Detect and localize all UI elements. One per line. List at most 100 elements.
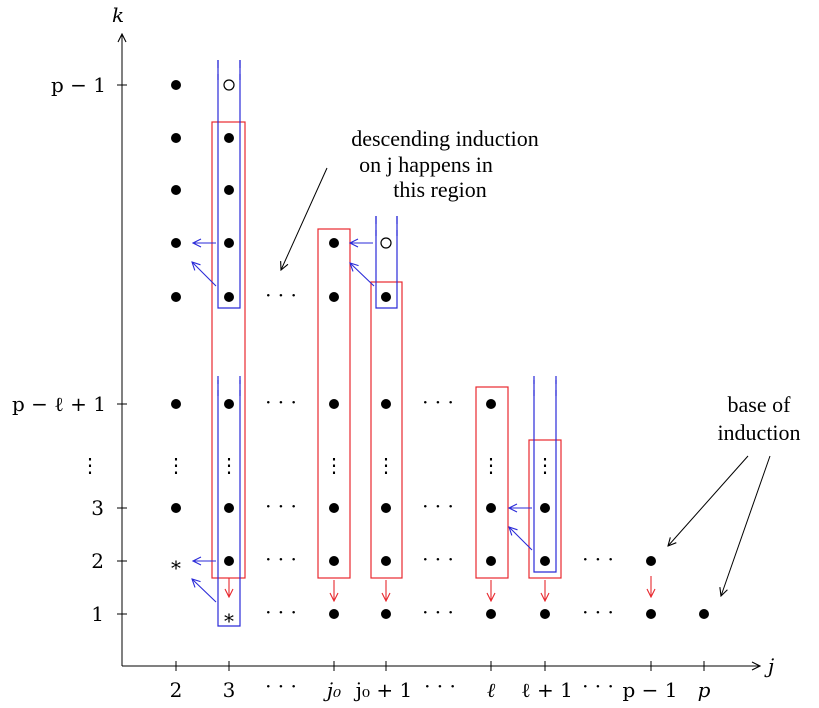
x-tick-label: ℓ + 1 [521, 678, 573, 702]
hdots: · · · [422, 390, 454, 414]
note-line: on j happens in [359, 152, 493, 177]
x-axis-label: j [764, 654, 774, 678]
dot [224, 238, 234, 248]
dot [540, 556, 550, 566]
red-box-colj0p1 [370, 281, 403, 579]
dot [381, 556, 391, 566]
dot [224, 399, 234, 409]
red-arrows [229, 576, 651, 601]
dot [329, 238, 339, 248]
dot [486, 399, 496, 409]
dot [646, 556, 656, 566]
hdots: · · · [422, 600, 454, 624]
y-tick-label: 2 [91, 549, 104, 573]
blue-arrow [509, 527, 533, 551]
note-line: descending induction [351, 126, 539, 151]
blue-box-colj0p1 [375, 216, 398, 309]
x-tick-label: · · · [424, 674, 456, 698]
x-tick-label: j₀ + 1 [354, 678, 412, 702]
hdots: · · · [265, 390, 297, 414]
dot [171, 399, 181, 409]
dot [171, 185, 181, 195]
dot [329, 609, 339, 619]
dot [699, 609, 709, 619]
x-tick-label: 2 [170, 678, 183, 702]
dot [171, 133, 181, 143]
x-tick-label: · · · [265, 674, 297, 698]
vdots: ⋮ [376, 453, 396, 477]
hollow-dot [380, 237, 392, 249]
dot [381, 609, 391, 619]
red-box-colj0 [317, 228, 351, 579]
star-symbols: * * [171, 556, 234, 633]
blue-arrow [350, 263, 375, 287]
dot [486, 503, 496, 513]
x-tick-label: ℓ [487, 678, 496, 702]
blue-box-col3-lower [217, 380, 241, 627]
y-tick-labels: 1 2 3 ⋮ p − ℓ + 1 p − 1 [12, 73, 106, 626]
base-arrow [721, 455, 771, 596]
y-axis-label: k [112, 3, 124, 27]
note-line: base of [728, 392, 792, 417]
dot [171, 80, 181, 90]
x-tick-labels: 2 3 · · · j₀ j₀ + 1 · · · ℓ ℓ + 1 · · · … [170, 674, 711, 702]
hdots: · · · [265, 494, 297, 518]
annotation-arrows [281, 167, 771, 596]
vdots: ⋮ [219, 453, 239, 477]
x-tick-label: · · · [582, 674, 614, 698]
dot [329, 503, 339, 513]
x-tick-marks [175, 661, 705, 671]
star: * [171, 556, 181, 580]
dot [224, 556, 234, 566]
vdots: ⋮ [535, 453, 555, 477]
red-box-collp1 [528, 439, 562, 579]
star: * [224, 609, 234, 633]
dot [381, 399, 391, 409]
dot [646, 609, 656, 619]
x-tick-label: p − 1 [623, 678, 678, 702]
hdots: · · · [265, 600, 297, 624]
hdots: · · · [582, 600, 614, 624]
dot [381, 292, 391, 302]
induction-region-note: descending induction on j happens in thi… [351, 126, 539, 202]
blue-arrows [192, 243, 533, 603]
blue-box-col3-upper [217, 60, 241, 309]
blue-boxes [217, 60, 557, 627]
blue-arrow [192, 262, 217, 287]
y-tick-label: 3 [91, 496, 104, 520]
x-tick-label: 3 [223, 678, 236, 702]
dot [329, 292, 339, 302]
dot [329, 556, 339, 566]
vdots: ⋮ [481, 453, 501, 477]
hdots: · · · [422, 547, 454, 571]
vdots: ⋮ ⋮ ⋮ ⋮ ⋮ ⋮ [166, 453, 555, 477]
hollow-dot [223, 79, 235, 91]
dot [224, 185, 234, 195]
hdots: · · · [582, 547, 614, 571]
dot [486, 609, 496, 619]
blue-arrow [192, 579, 217, 603]
y-tick-label: ⋮ [80, 453, 100, 477]
y-tick-label: 1 [91, 602, 104, 626]
y-tick-label: p − ℓ + 1 [12, 392, 106, 416]
hollow-dots [223, 79, 392, 249]
red-box-coll [475, 386, 509, 579]
dot [486, 556, 496, 566]
hdots: · · · [265, 283, 297, 307]
dot [329, 399, 339, 409]
dot [540, 503, 550, 513]
axes: j k [112, 3, 774, 678]
x-tick-label: j₀ [323, 678, 341, 702]
hdots: · · · [265, 547, 297, 571]
dot [171, 238, 181, 248]
x-tick-label: p [698, 678, 711, 702]
blue-box-collp1 [533, 380, 557, 573]
hdots: · · · · · · · · · · · · · · · · · · · · … [265, 283, 614, 624]
induction-region-arrow [281, 167, 328, 270]
vdots: ⋮ [324, 453, 344, 477]
dot [224, 292, 234, 302]
hdots: · · · [422, 494, 454, 518]
base-note: base of induction [717, 392, 800, 445]
y-tick-marks [117, 84, 127, 615]
